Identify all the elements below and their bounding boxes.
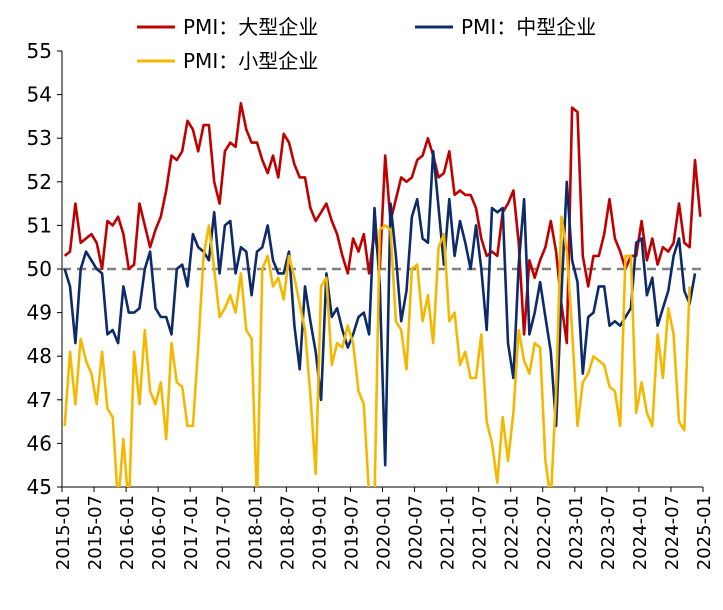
y-tick-label: 47 xyxy=(27,388,52,412)
x-tick-label: 2022-01 xyxy=(502,495,523,570)
legend-label: PMI：中型企业 xyxy=(461,15,596,39)
y-tick-label: 49 xyxy=(27,301,52,325)
legend: PMI：大型企业 PMI：中型企业 PMI：小型企业 xyxy=(137,15,596,73)
x-tick-label: 2016-01 xyxy=(117,495,138,570)
x-tick-label: 2025-01 xyxy=(694,495,715,570)
series-lines xyxy=(63,102,702,487)
legend-label: PMI：大型企业 xyxy=(183,15,318,39)
x-tick-label: 2024-01 xyxy=(630,495,651,570)
x-tick-label: 2019-01 xyxy=(309,495,330,570)
x-axis: 2015-01 2015-07 2016-01 2016-07 2017-01 2017-… xyxy=(53,486,715,570)
y-tick-label: 52 xyxy=(27,170,52,194)
x-tick-label: 2023-01 xyxy=(566,495,587,570)
y-tick-label: 48 xyxy=(27,344,52,368)
legend-label: PMI：小型企业 xyxy=(183,49,318,73)
x-tick-label: 2018-07 xyxy=(277,495,298,570)
y-tick-label: 50 xyxy=(27,257,52,281)
legend-item-large: PMI：大型企业 xyxy=(137,15,318,39)
x-tick-label: 2021-07 xyxy=(470,495,491,570)
x-tick-label: 2021-01 xyxy=(438,495,459,570)
y-tick-label: 46 xyxy=(27,431,52,455)
series-line-medium xyxy=(63,150,697,467)
y-tick-label: 51 xyxy=(27,213,52,237)
y-tick-label: 45 xyxy=(27,475,52,499)
x-tick-label: 2015-01 xyxy=(53,495,74,570)
x-tick-label: 2016-07 xyxy=(149,495,170,570)
x-tick-label: 2019-07 xyxy=(341,495,362,570)
x-tick-label: 2018-01 xyxy=(245,495,266,570)
x-tick-label: 2017-01 xyxy=(181,495,202,570)
y-axis: 45 46 47 48 49 50 51 52 53 54 55 xyxy=(27,39,63,499)
legend-item-small: PMI：小型企业 xyxy=(137,49,318,73)
x-tick-label: 2022-07 xyxy=(534,495,555,570)
y-tick-label: 53 xyxy=(27,126,52,150)
legend-item-medium: PMI：中型企业 xyxy=(415,15,596,39)
x-tick-label: 2015-07 xyxy=(85,495,106,570)
series-line-small xyxy=(63,215,691,487)
x-tick-label: 2020-07 xyxy=(406,495,427,570)
y-tick-label: 55 xyxy=(27,39,52,63)
series-line-large xyxy=(63,102,702,345)
x-tick-label: 2023-07 xyxy=(598,495,619,570)
x-tick-label: 2017-07 xyxy=(213,495,234,570)
y-tick-label: 54 xyxy=(27,83,52,107)
x-tick-label: 2024-07 xyxy=(662,495,683,570)
x-tick-label: 2020-01 xyxy=(374,495,395,570)
